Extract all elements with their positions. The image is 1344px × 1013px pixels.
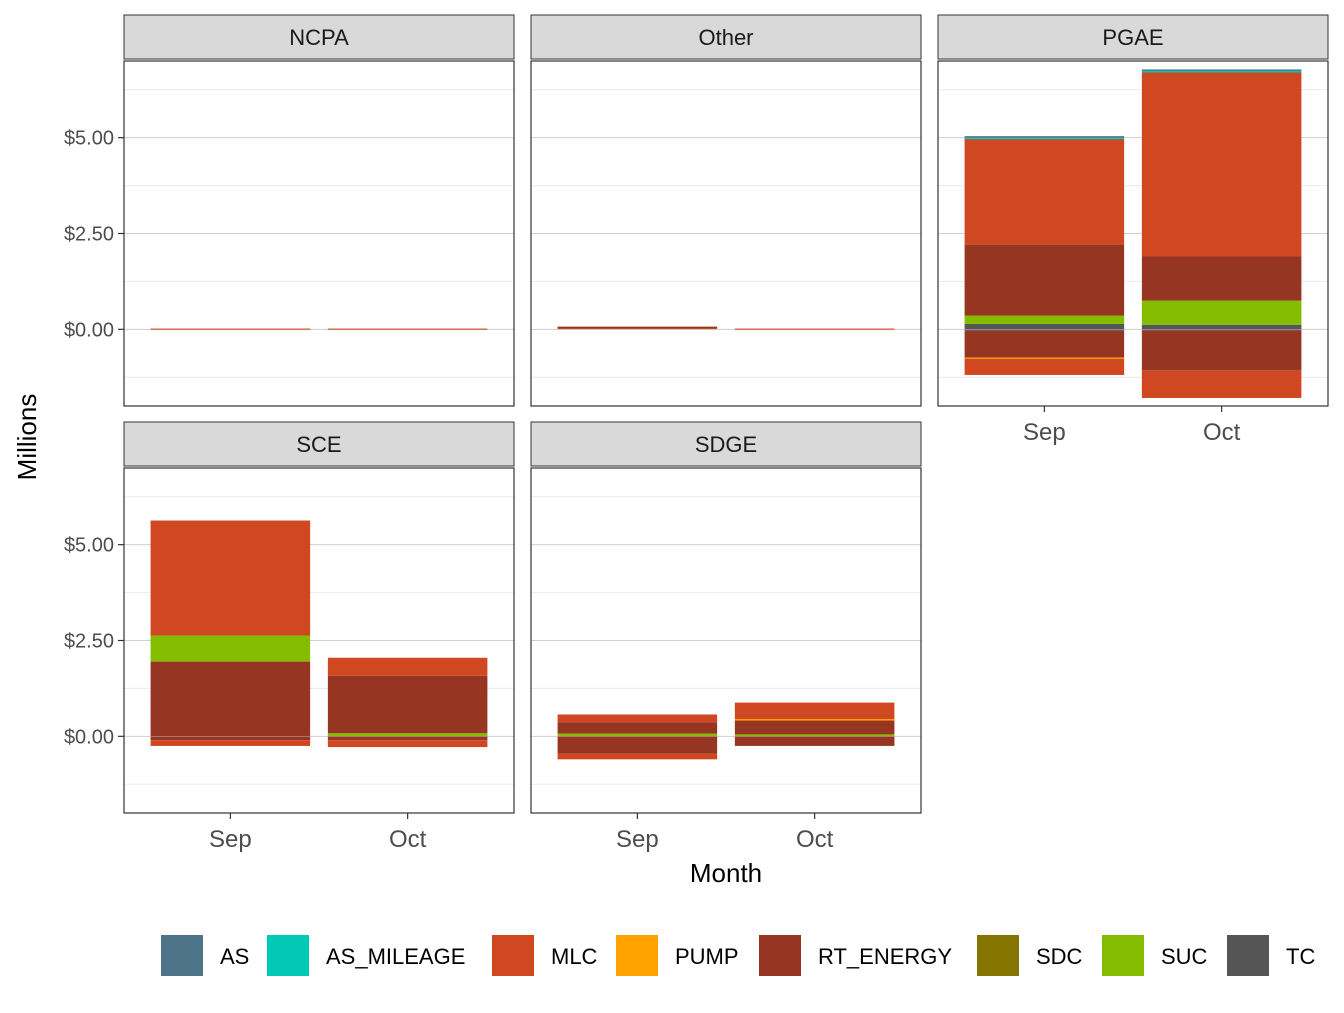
bar-segment-mlc-sep-negative (964, 358, 1125, 375)
bar-segment-rt_energy-sep (964, 244, 1125, 316)
bar-segment-mlc-oct (734, 702, 895, 720)
legend-key-rt_energy (759, 935, 801, 976)
facet-strip (937, 14, 1329, 60)
x-axis-title: Month (690, 858, 762, 888)
x-tick-label: Oct (796, 826, 834, 853)
y-tick-label: $2.50 (64, 224, 114, 246)
legend-key-sdc (977, 935, 1019, 976)
bar-segment-rt_energy-sep (557, 722, 718, 734)
y-tick-label: $5.00 (64, 128, 114, 150)
bar-segment-rt_energy-oct (734, 719, 895, 735)
x-tick-label: Sep (616, 826, 659, 853)
bar-segment-suc-oct (1141, 300, 1302, 325)
facet-strip (530, 421, 922, 467)
y-axis-title: Millions (12, 394, 42, 481)
legend-key-as_mileage (267, 935, 309, 976)
bar-segment-mlc-oct-negative (327, 740, 488, 748)
bar-segment-mlc-oct (1141, 72, 1302, 257)
bar-segment-tc-sep (964, 323, 1125, 330)
bar-segment-suc-sep (557, 733, 718, 737)
bar-segment-mlc-sep (964, 138, 1125, 245)
bar-segment-rt_energy-sep (150, 661, 311, 737)
bar-segment-mlc-oct-negative (1141, 370, 1302, 398)
y-tick-label: $0.00 (64, 319, 114, 341)
bar-segment-rt_energy-sep-negative (964, 330, 1125, 358)
x-tick-label: Sep (1023, 419, 1066, 446)
bar-segment-mlc-oct (327, 657, 488, 676)
legend-key-as (161, 935, 203, 976)
legend: AS AS_MILEAGE MLC PUMP RT_ENERGY SDC SUC TC (161, 935, 1315, 976)
facet-pgae: PGAE Sep Oct (937, 14, 1329, 446)
bar-segment-as_mileage-oct (1141, 70, 1302, 73)
bar-segment-mlc-sep-negative (557, 753, 718, 760)
y-tick-label: $2.50 (64, 631, 114, 653)
x-tick-label: Sep (209, 826, 252, 853)
legend-label-sdc: SDC (1036, 944, 1083, 969)
x-tick-label: Oct (1203, 419, 1241, 446)
bar-segment-rt_energy-sep-negative (150, 736, 311, 741)
bar-segment-mlc-sep (150, 520, 311, 636)
bar-segment-as-oct (1141, 69, 1302, 71)
bar-segment-rt_energy-oct (327, 675, 488, 734)
legend-key-pump (616, 935, 658, 976)
y-tick-label: $5.00 (64, 535, 114, 557)
bar-segment-as-sep (964, 136, 1125, 138)
bar-segment-mlc-sep-negative (150, 740, 311, 746)
bar-segment-tc-oct-negative (1141, 329, 1302, 331)
panel-border (530, 60, 922, 407)
legend-label-as: AS (220, 944, 249, 969)
x-tick-label: Oct (389, 826, 427, 853)
panel-border (530, 467, 922, 814)
bar-segment-mlc-sep (557, 327, 718, 330)
bar-segment-pump-oct (734, 719, 895, 721)
bar-segment-pump-sep-negative (964, 357, 1125, 360)
y-tick-label: $0.00 (64, 726, 114, 748)
bar-segment-rt_energy-oct-negative (1141, 330, 1302, 371)
legend-key-mlc (492, 935, 534, 976)
facet-sce: SCE $0.00 $2.50 $5.00 Sep Oct (64, 421, 515, 853)
facet-strip (530, 14, 922, 60)
facet-other: Other (530, 14, 922, 407)
facet-strip-label: SCE (296, 432, 341, 457)
legend-label-suc: SUC (1161, 944, 1208, 969)
bar-segment-rt_energy-sep (557, 326, 718, 329)
legend-label-mlc: MLC (551, 944, 598, 969)
bar-segment-suc-sep (964, 315, 1125, 324)
legend-label-pump: PUMP (675, 944, 739, 969)
bar-segment-rt_energy-oct (1141, 256, 1302, 301)
legend-label-as_mileage: AS_MILEAGE (326, 944, 465, 969)
bar-segment-suc-oct (734, 734, 895, 737)
facet-sdge: SDGE Sep Oct (530, 421, 922, 853)
bar-segment-as_mileage-sep (964, 137, 1125, 140)
bar-segment-rt_energy-sep-negative (557, 736, 718, 754)
legend-key-suc (1102, 935, 1144, 976)
bar-segment-tc-oct (1141, 324, 1302, 330)
facet-strip (123, 14, 515, 60)
facet-strip-label: NCPA (289, 25, 349, 50)
facet-strip (123, 421, 515, 467)
bar-segment-rt_energy-oct-negative (327, 736, 488, 741)
facet-strip-label: PGAE (1102, 25, 1163, 50)
facet-strip-label: Other (698, 25, 753, 50)
facet-ncpa: NCPA $0.00 $2.50 $5.00 (64, 14, 515, 407)
facet-strip-label: SDGE (695, 432, 757, 457)
bar-segment-mlc-sep (557, 714, 718, 723)
bar-segment-tc-sep-negative (964, 329, 1125, 331)
legend-label-tc: TC (1286, 944, 1315, 969)
legend-key-tc (1227, 935, 1269, 976)
bar-segment-suc-oct (327, 733, 488, 737)
legend-label-rt_energy: RT_ENERGY (818, 944, 952, 969)
bar-segment-suc-sep (150, 635, 311, 662)
panel-border (937, 60, 1329, 407)
bar-segment-rt_energy-oct-negative (734, 736, 895, 746)
